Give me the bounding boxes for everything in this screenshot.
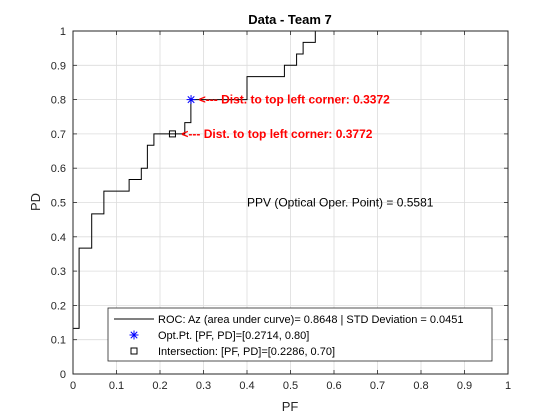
- y-tick-label: 0.3: [51, 266, 66, 278]
- x-axis-label: PF: [282, 399, 299, 414]
- ticks: 0 0.1 0.2 0.3 0.4 0.5 0.6 0.7 0.8 0.9 1 0 0.1 0.2 0.3 0…: [51, 26, 511, 392]
- intersection-point-marker: [168, 130, 176, 138]
- annotations: <--- Dist. to top left corner: 0.3372 <--…: [181, 93, 433, 210]
- x-tick-label: 0.1: [109, 380, 124, 392]
- x-tick-label: 0.3: [196, 380, 211, 392]
- y-tick-label: 1: [60, 26, 66, 38]
- y-tick-label: 0: [60, 369, 66, 381]
- x-tick-label: 0.5: [283, 380, 298, 392]
- y-tick-label: 0.1: [51, 335, 66, 347]
- ppv-annotation: PPV (Optical Oper. Point) = 0.5581: [247, 196, 434, 210]
- chart-title: Data - Team 7: [248, 12, 332, 27]
- x-tick-label: 0.8: [413, 380, 428, 392]
- y-axis-label: PD: [28, 193, 43, 211]
- y-tick-label: 0.6: [51, 163, 66, 175]
- x-tick-label: 0.4: [239, 380, 254, 392]
- legend-box: [107, 307, 493, 362]
- y-tick-label: 0.5: [51, 198, 66, 210]
- series-layer: [72, 30, 508, 374]
- legend-entry-label: Intersection: [PF, PD]=[0.2286, 0.70]: [158, 346, 335, 358]
- x-tick-label: 0.2: [152, 380, 167, 392]
- x-tick-label: 0: [70, 380, 76, 392]
- x-tick-label: 1: [505, 380, 511, 392]
- distance-annotation: <--- Dist. to top left corner: 0.3772: [181, 127, 372, 141]
- legend-asterisk-symbol: [129, 330, 139, 340]
- legend-square-symbol: [130, 347, 138, 355]
- y-tick-label: 0.4: [51, 232, 66, 244]
- y-tick-label: 0.8: [51, 95, 66, 107]
- x-tick-label: 0.6: [326, 380, 341, 392]
- legend-entry-label: ROC: Az (area under curve)= 0.8648 | STD…: [158, 314, 464, 326]
- y-tick-label: 0.7: [51, 129, 66, 141]
- legend: ROC: Az (area under curve)= 0.8648 | STD…: [107, 307, 493, 362]
- optimal-point-marker: [186, 95, 196, 105]
- y-tick-label: 0.9: [51, 60, 66, 72]
- y-tick-label: 0.2: [51, 300, 66, 312]
- x-tick-label: 0.7: [370, 380, 385, 392]
- x-tick-label: 0.9: [457, 380, 472, 392]
- legend-entry-label: Opt.Pt. [PF, PD]=[0.2714, 0.80]: [158, 330, 309, 342]
- distance-annotation: <--- Dist. to top left corner: 0.3372: [199, 93, 390, 107]
